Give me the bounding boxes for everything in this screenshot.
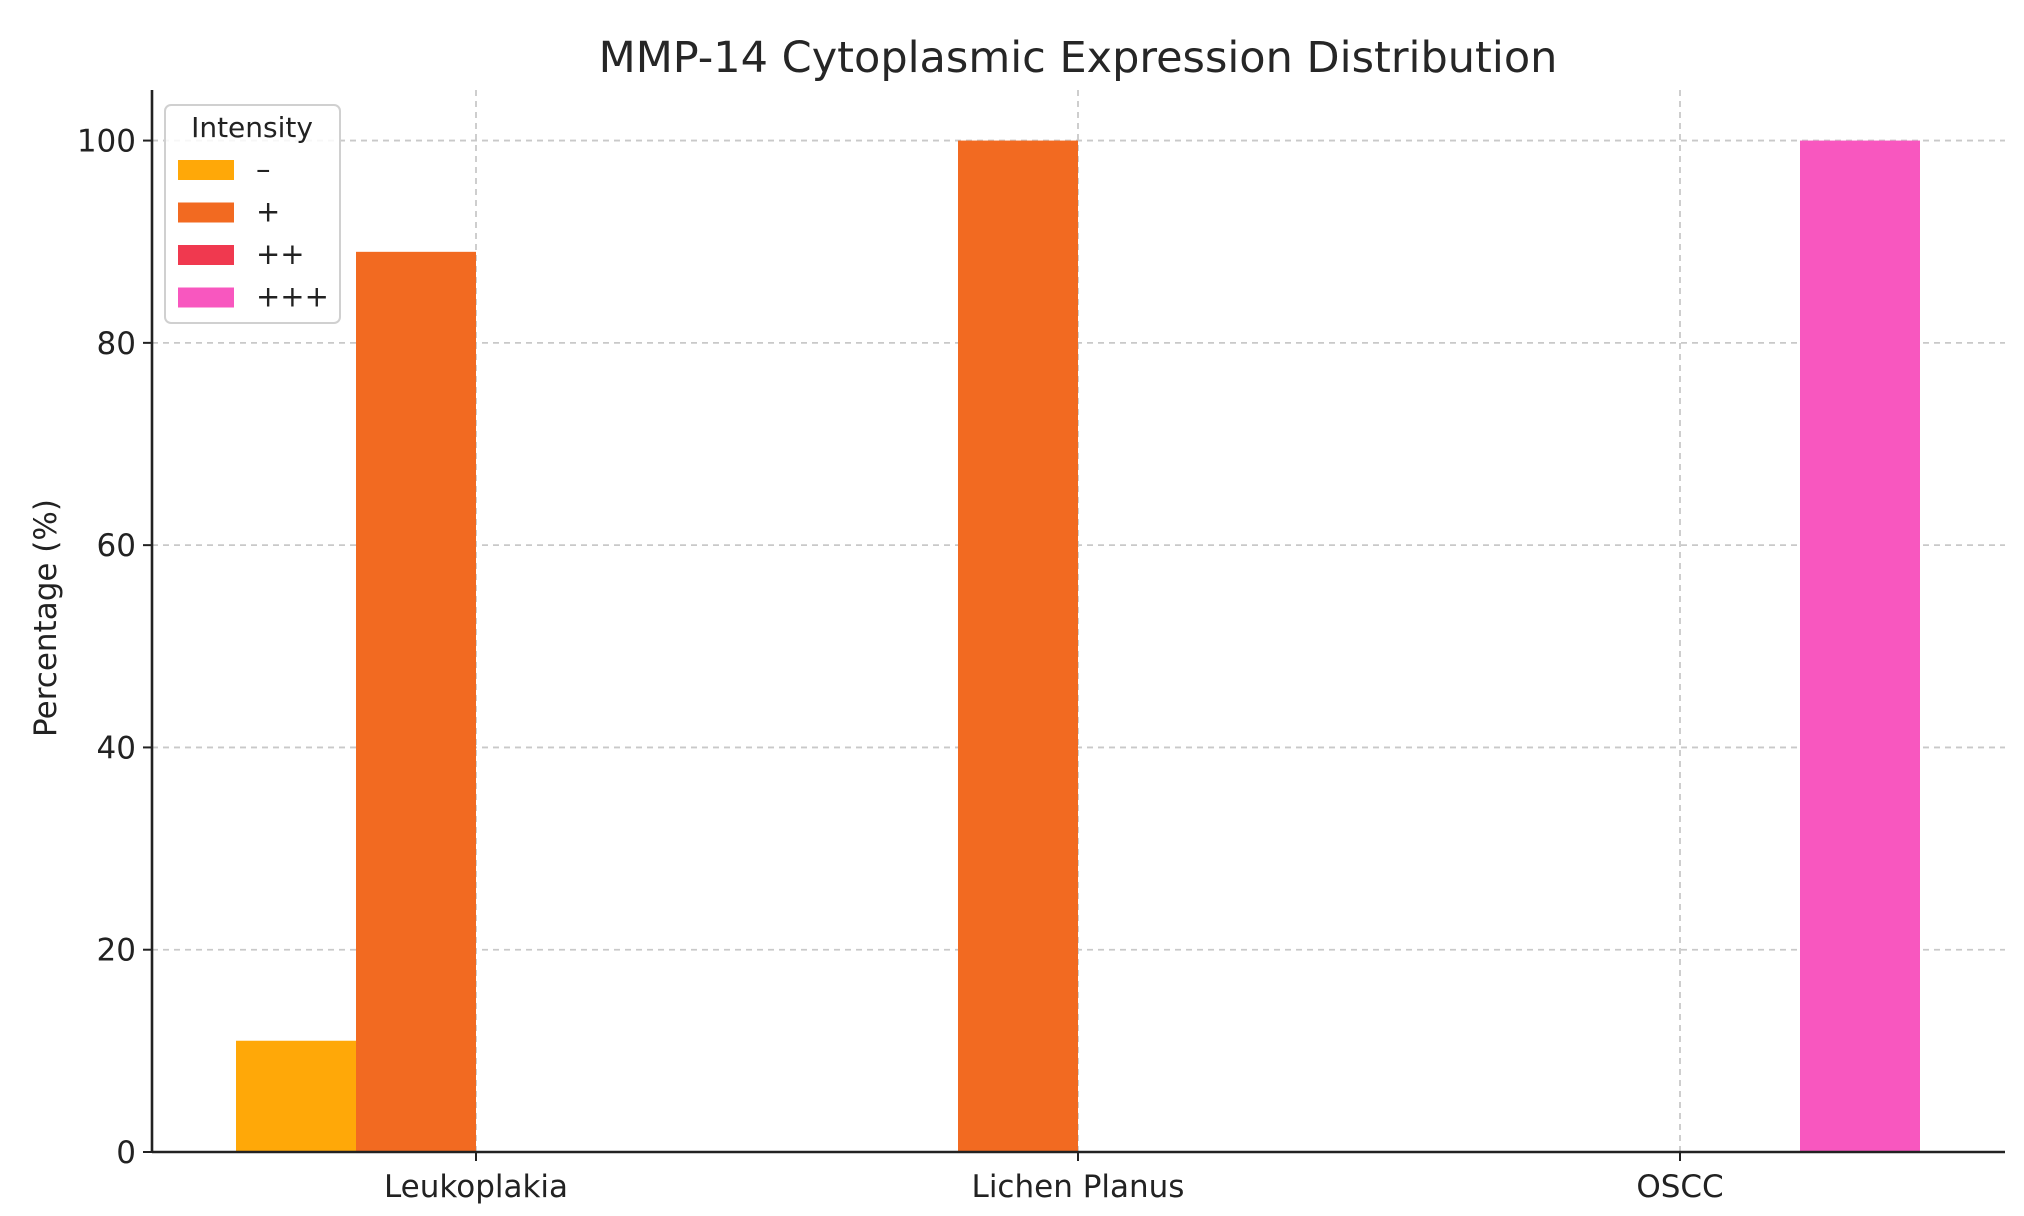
y-tick-label: 100 <box>77 124 136 160</box>
legend-label: + <box>256 195 280 229</box>
bar-layer <box>236 140 1920 1153</box>
y-tick-label: 60 <box>97 528 136 564</box>
x-tick-label: Lichen Planus <box>972 1169 1185 1205</box>
legend-title: Intensity <box>191 111 313 144</box>
legend-label: ++ <box>256 237 305 271</box>
legend: Intensity –++++++ <box>164 104 341 324</box>
x-tick-label: OSCC <box>1636 1169 1723 1205</box>
x-tick-label: Leukoplakia <box>384 1169 568 1205</box>
y-tick-label: 40 <box>97 730 136 766</box>
legend-swatch <box>178 245 234 265</box>
bar-lichen-planus-series-1 <box>958 140 1078 1153</box>
bar-leukoplakia-series-1 <box>356 251 476 1153</box>
bar-leukoplakia-series-0 <box>236 1040 356 1152</box>
legend-swatch <box>178 287 234 308</box>
bar-oscc-series-3 <box>1800 140 1920 1153</box>
legend-label: – <box>256 152 271 186</box>
axis-layer: 0 20 40 60 80 100 Leukoplakia Lichen Planus OSCC <box>77 90 2005 1205</box>
y-axis-title: Percentage (%) <box>28 499 64 737</box>
y-tick-label: 80 <box>97 326 136 362</box>
legend-swatch <box>178 202 234 223</box>
legend-swatch <box>178 160 234 180</box>
legend-label: +++ <box>256 280 329 314</box>
y-tick-label: 0 <box>116 1135 136 1171</box>
y-tick-label: 20 <box>97 933 136 969</box>
legend-items: –++++++ <box>178 152 329 314</box>
chart-title: MMP-14 Cytoplasmic Expression Distributi… <box>599 33 1558 83</box>
legend-box <box>164 104 341 324</box>
